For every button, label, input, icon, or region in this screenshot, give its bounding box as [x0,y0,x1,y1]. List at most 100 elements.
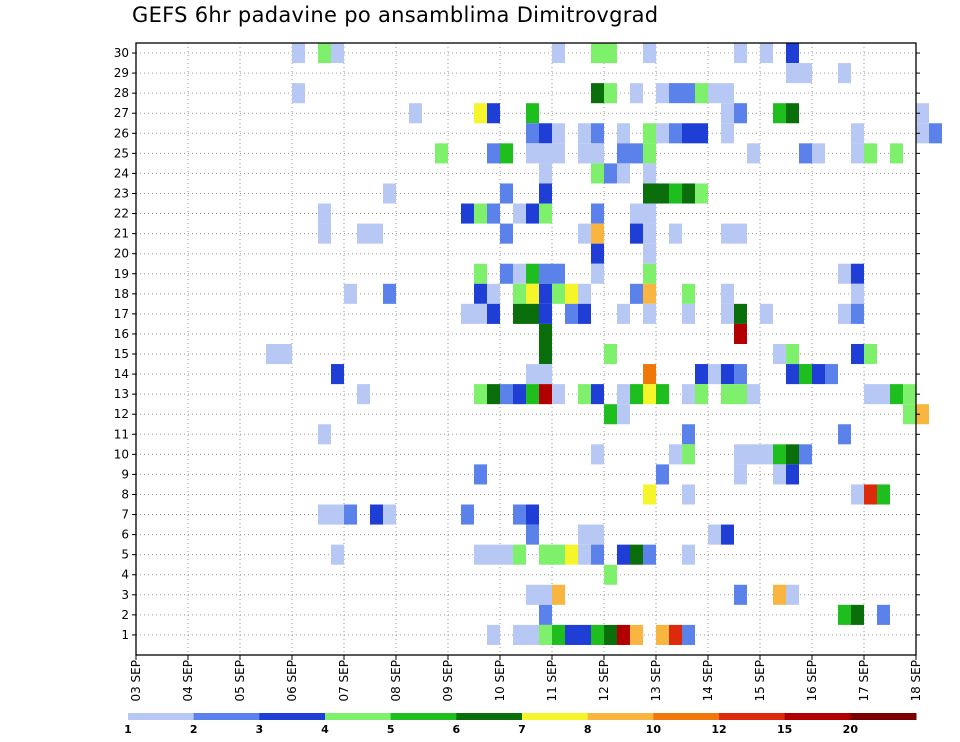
heatmap-cell [656,464,669,485]
heatmap-cell [500,544,513,565]
heatmap-cell [526,364,539,385]
heatmap-cell [578,303,591,324]
heatmap-cell [773,584,786,605]
heatmap-cell [539,584,552,605]
colorbar-swatch [587,713,654,720]
heatmap-cell [539,343,552,365]
colorbar-label: 15 [777,723,792,736]
heatmap-cell [643,283,656,304]
heatmap-cell [682,283,695,304]
heatmap-cell [461,504,474,525]
heatmap-cell [643,364,656,385]
plot-frame [135,42,917,656]
heatmap-cell [487,544,500,565]
heatmap-cell [734,364,747,385]
heatmap-cell [786,43,799,64]
heatmap-cell [708,83,721,104]
heatmap-cell [760,303,773,324]
heatmap-cell [474,544,487,565]
heatmap-cell [851,484,864,505]
colorbar-swatch [456,713,523,720]
y-tick-label: 22 [114,207,129,221]
heatmap-cell [734,464,747,485]
heatmap-cell [539,283,552,304]
heatmap-cell [513,303,526,324]
heatmap-cell [734,444,747,465]
heatmap-cell [578,384,591,405]
y-tick-label: 26 [114,126,129,140]
heatmap-cell [487,143,500,164]
heatmap-cell [487,283,500,304]
heatmap-cell [786,63,799,84]
heatmap-cell [643,143,656,164]
heatmap-cell [487,303,500,324]
colorbar-label: 4 [321,723,329,736]
heatmap-cell [526,624,539,645]
y-tick-label: 6 [121,528,129,542]
heatmap-cell [773,103,786,124]
heatmap-cell [539,624,552,645]
heatmap-cell [682,183,695,204]
y-tick-label: 21 [114,227,129,241]
heatmap-cell [630,223,643,244]
heatmap-cell [474,103,487,124]
heatmap-cell [539,323,552,344]
heatmap-cell [812,364,825,385]
heatmap-cell [695,364,708,385]
heatmap-cell [786,364,799,385]
heatmap-cell [864,384,877,405]
heatmap-cell [591,83,604,104]
colorbar-label: 8 [584,723,592,736]
heatmap-cell [643,384,656,405]
heatmap-cell [734,323,747,344]
colorbar-label: 10 [646,723,662,736]
heatmap-cell [552,544,565,565]
y-tick-label: 11 [114,427,129,441]
heatmap-cell [604,43,617,64]
heatmap-cell [474,263,487,284]
y-tick-label: 25 [114,146,129,160]
heatmap-cell [643,183,656,204]
colorbar-label: 7 [518,723,526,736]
heatmap-cell [851,263,864,284]
heatmap-cell [552,283,565,304]
heatmap-cell [799,364,812,385]
heatmap-cell [656,624,669,645]
heatmap-cell [292,43,305,64]
heatmap-cell [838,303,851,324]
heatmap-cell [630,83,643,104]
heatmap-cell [656,123,669,144]
heatmap-cell [591,444,604,465]
colorbar-label: 3 [256,723,264,736]
heatmap-cell [539,203,552,224]
heatmap-cell [435,143,448,164]
heatmap-cell [695,123,708,144]
heatmap-cell [682,123,695,144]
heatmap-cell [851,604,864,625]
heatmap-cell [773,464,786,485]
heatmap-cell [682,384,695,405]
heatmap-cell [591,544,604,565]
y-tick-label: 3 [121,588,129,602]
heatmap-cell [279,343,292,365]
heatmap-cell [357,384,370,405]
heatmap-cell [630,203,643,224]
heatmap-cell [578,143,591,164]
heatmap-cell [734,303,747,324]
y-tick-label: 18 [114,287,129,301]
heatmap-cell [318,424,331,445]
y-tick-label: 19 [114,267,129,281]
heatmap-cell [539,303,552,324]
heatmap-cell [721,384,734,405]
colorbar-swatch [653,713,720,720]
heatmap-cell [513,283,526,304]
y-tick-label: 17 [114,307,129,321]
heatmap-cell [552,624,565,645]
heatmap-cell [643,223,656,244]
heatmap-cell [461,303,474,324]
heatmap-cell [513,624,526,645]
heatmap-cell [318,223,331,244]
y-tick-label: 27 [114,106,129,120]
heatmap-cell [604,404,617,425]
heatmap-cell [656,384,669,405]
